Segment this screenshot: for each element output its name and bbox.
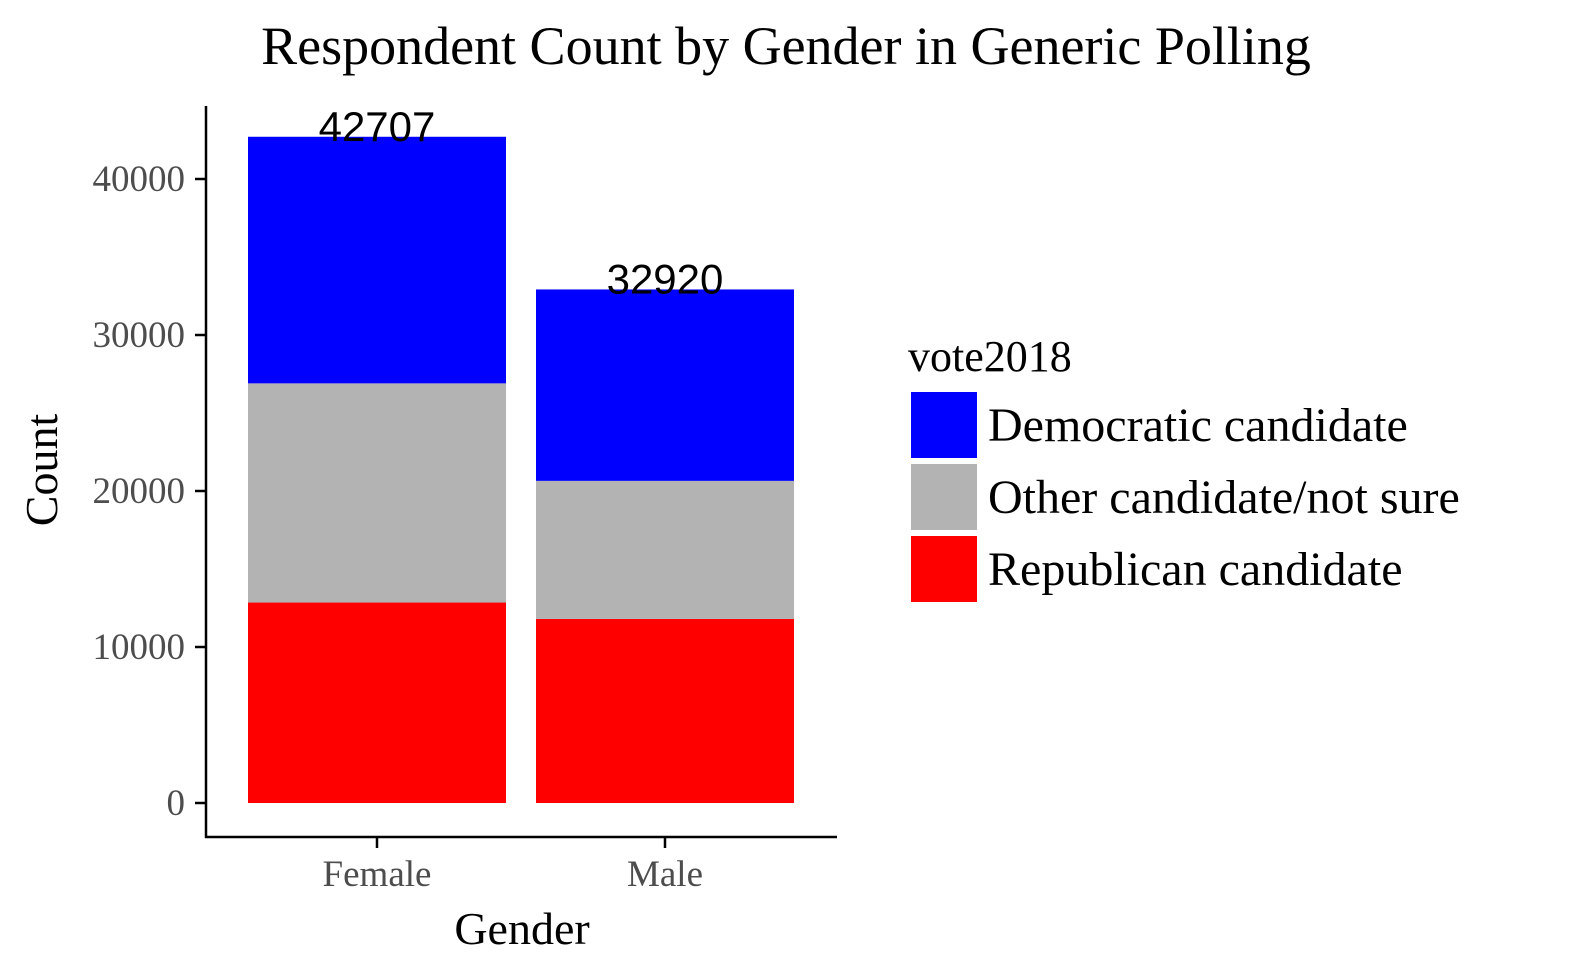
legend-swatch-other-candidate-not-sure (911, 464, 977, 530)
bar-female-democratic-candidate (248, 136, 506, 384)
x-tick-label-female: Female (323, 854, 432, 895)
y-ticks: 0 10000 20000 30000 40000 (93, 159, 206, 824)
y-tick-label: 10000 (93, 627, 186, 668)
y-tick-label: 0 (167, 783, 186, 824)
total-labels: 42707 32920 (319, 103, 724, 303)
bar-male-republican-candidate (536, 618, 794, 803)
chart-title: Respondent Count by Gender in Generic Po… (261, 16, 1311, 76)
legend-title: vote2018 (908, 332, 1072, 381)
legend: vote2018 Democratic candidate Other candi… (908, 332, 1460, 602)
legend-label-other-candidate-not-sure: Other candidate/not sure (988, 471, 1460, 524)
bars (248, 136, 794, 803)
legend-swatch-democratic-candidate (911, 392, 977, 458)
y-tick-label: 20000 (93, 471, 186, 512)
total-label-male: 32920 (607, 255, 724, 302)
bar-male-other-candidate-not-sure (536, 480, 794, 619)
bar-female-republican-candidate (248, 602, 506, 803)
legend-items: Democratic candidate Other candidate/not … (911, 392, 1460, 602)
x-tick-label-male: Male (627, 854, 703, 895)
y-axis-label: Count (16, 414, 67, 527)
bar-female-other-candidate-not-sure (248, 383, 506, 603)
legend-label-republican-candidate: Republican candidate (988, 543, 1403, 596)
legend-swatch-republican-candidate (911, 536, 977, 602)
total-label-female: 42707 (319, 103, 436, 150)
y-tick-label: 40000 (93, 159, 186, 200)
x-axis-label: Gender (454, 903, 589, 954)
legend-label-democratic-candidate: Democratic candidate (988, 399, 1408, 452)
x-ticks: Female Male (323, 837, 703, 895)
y-tick-label: 30000 (93, 315, 186, 356)
bar-male-democratic-candidate (536, 289, 794, 481)
